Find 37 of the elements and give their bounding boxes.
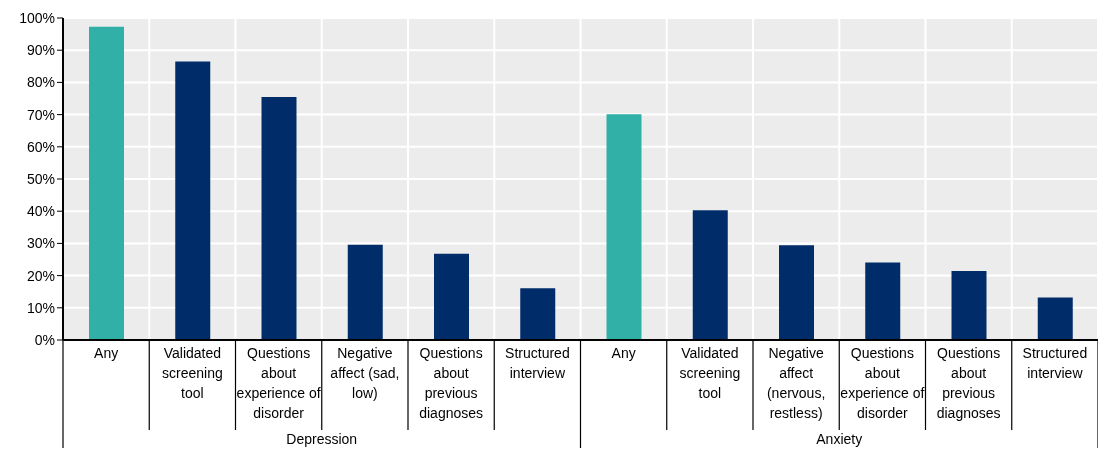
x-tick-label: Negative affect (sad, low) bbox=[330, 345, 400, 401]
y-tick-label: 70% bbox=[26, 106, 55, 123]
x-tick-label: Any bbox=[94, 345, 119, 361]
x-tick-label: Negative affect (nervous, restless) bbox=[766, 345, 826, 421]
y-tick-label: 90% bbox=[26, 42, 55, 59]
bar bbox=[175, 61, 211, 340]
text: Depression bbox=[286, 431, 358, 447]
bar bbox=[520, 288, 556, 340]
x-tick-label: Structured interview bbox=[505, 345, 570, 381]
x-tick-label: Validated screening tool bbox=[162, 345, 223, 401]
x-tick-label: Validated screening tool bbox=[679, 345, 741, 401]
bar bbox=[89, 26, 124, 340]
x-tick-label: Structured interview bbox=[1022, 345, 1088, 381]
y-tick-label: 60% bbox=[26, 138, 55, 155]
y-tick-label: 100% bbox=[19, 9, 55, 26]
bar bbox=[434, 253, 469, 340]
y-tick-label: 40% bbox=[26, 203, 55, 220]
bar bbox=[779, 245, 814, 340]
y-tick-label: 50% bbox=[26, 170, 55, 187]
y-tick-label: 30% bbox=[26, 235, 55, 252]
text: Anxiety bbox=[816, 431, 863, 447]
bar bbox=[692, 210, 728, 340]
y-tick-label: 20% bbox=[26, 267, 55, 284]
bar bbox=[606, 114, 642, 340]
x-tick-label: Any bbox=[611, 345, 636, 361]
bar bbox=[261, 96, 297, 340]
bar bbox=[951, 271, 987, 340]
y-tick-label: 10% bbox=[26, 299, 55, 316]
x-tick-label: Questions about experience of disorder bbox=[840, 345, 925, 421]
x-tick-label: Questions about previous diagnoses bbox=[936, 345, 1001, 421]
x-tick-label: Questions about previous diagnoses bbox=[419, 345, 484, 421]
bar bbox=[865, 262, 901, 340]
x-tick-label: Questions about experience of disorder bbox=[236, 345, 321, 421]
bar bbox=[347, 244, 383, 340]
y-tick-label: 0% bbox=[34, 331, 55, 348]
y-tick-label: 80% bbox=[26, 74, 55, 91]
bar bbox=[1037, 297, 1073, 340]
